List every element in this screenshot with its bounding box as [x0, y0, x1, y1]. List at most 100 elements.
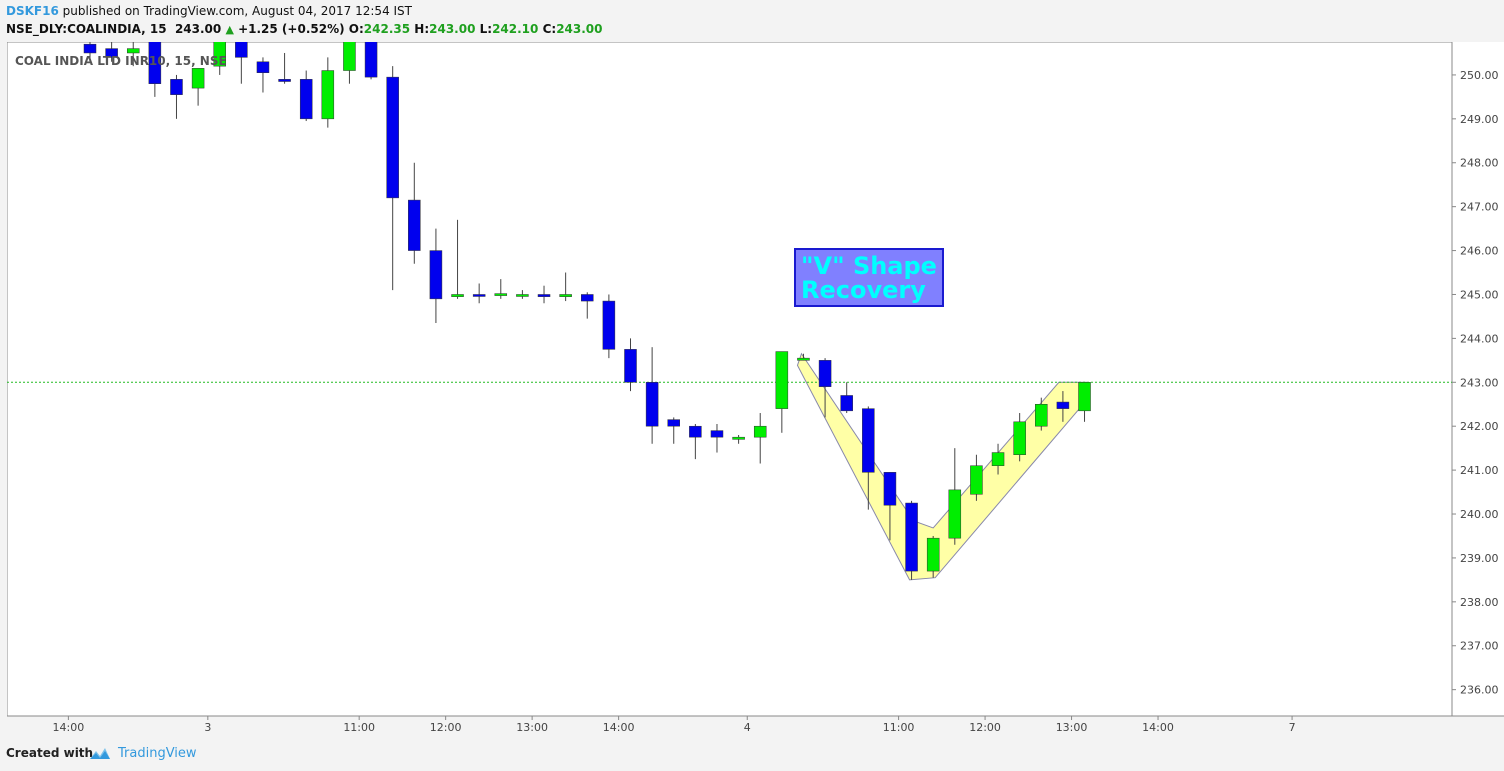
candle	[645, 347, 659, 444]
candle-body-up	[732, 436, 745, 440]
candle-body-down	[537, 294, 551, 297]
close-label: C:	[542, 22, 557, 36]
candle-body-up	[126, 48, 140, 54]
candle	[516, 290, 529, 299]
candle	[905, 500, 918, 580]
price-tick-label: 247.00	[1460, 201, 1499, 214]
candle-body-down	[105, 48, 118, 58]
time-tick-label: 13:00	[516, 721, 548, 734]
candle	[991, 443, 1005, 475]
price-tick-label: 237.00	[1460, 640, 1499, 653]
last-price: 243.00	[174, 22, 222, 36]
candle-body-down	[645, 382, 659, 427]
tradingview-brand[interactable]: TradingView	[118, 746, 197, 761]
candle-body-up	[1078, 382, 1091, 412]
price-tick-label: 243.00	[1460, 376, 1499, 389]
annotation-box[interactable]: "V" Shape Recovery	[794, 248, 944, 307]
open-value: 242.35	[363, 22, 411, 36]
symbol: NSE_DLY:COALINDIA, 15	[6, 22, 167, 36]
candle-body-up	[321, 70, 335, 120]
candle-body-down	[299, 79, 313, 120]
candle	[429, 228, 443, 324]
time-tick-label: 4	[744, 721, 751, 734]
candle	[862, 406, 875, 510]
up-triangle-icon: ▲	[225, 23, 234, 36]
close-value: 243.00	[556, 22, 603, 36]
candle-body-up	[191, 68, 205, 89]
price-tick-label: 244.00	[1460, 332, 1499, 345]
candle-body-down	[581, 294, 594, 302]
candle-body-down	[429, 250, 443, 300]
candle-body-down	[278, 79, 291, 82]
candle	[818, 358, 832, 418]
price-tick-label: 241.00	[1460, 464, 1499, 477]
candle-body-down	[235, 42, 248, 58]
open-label: O:	[348, 22, 364, 36]
low-label: L:	[479, 22, 493, 36]
price-tick-label: 250.00	[1460, 69, 1499, 82]
candlestick-chart[interactable]: 236.00 237.00 238.00 239.00 240.00 241.00 242.…	[6, 41, 1504, 736]
candle	[1078, 382, 1091, 422]
candle	[343, 42, 356, 84]
candle	[213, 42, 226, 75]
candle-body-up	[926, 537, 940, 572]
candle-body-down	[386, 76, 399, 199]
candle-body-down	[840, 395, 853, 412]
candle	[710, 424, 724, 453]
time-tick-label: 11:00	[343, 721, 375, 734]
candle-body-up	[797, 357, 810, 361]
candle-body-up	[494, 293, 508, 296]
time-tick-label: 12:00	[430, 721, 462, 734]
candle-body-down	[170, 79, 183, 95]
candle-body-up	[1013, 421, 1026, 455]
candle-body-down	[667, 419, 680, 427]
time-tick-label: 13:00	[1056, 721, 1088, 734]
candle	[948, 448, 962, 545]
candle	[732, 434, 745, 444]
time-tick-label: 14:00	[53, 721, 85, 734]
tradingview-logo-icon	[88, 744, 112, 767]
candle	[105, 42, 118, 62]
candle	[970, 454, 983, 501]
footer: Created with TradingView	[0, 740, 1504, 771]
candle-body-down	[83, 43, 97, 54]
candle	[451, 219, 464, 299]
price-tick-label: 249.00	[1460, 113, 1499, 126]
author-name[interactable]: DSKF16	[6, 4, 59, 18]
price-change: +1.25 (+0.52%)	[238, 22, 345, 36]
low-value: 242.10	[492, 22, 539, 36]
candle-body-down	[624, 349, 637, 383]
candle-body-up	[753, 425, 767, 438]
plot-background	[6, 41, 1453, 717]
candle	[170, 74, 183, 119]
candle-body-down	[408, 199, 421, 251]
price-tick-label: 248.00	[1460, 157, 1499, 170]
candle	[1056, 391, 1070, 422]
price-tick-label: 236.00	[1460, 684, 1499, 697]
time-tick-label: 7	[1289, 721, 1296, 734]
candle-body-down	[710, 430, 724, 438]
time-tick-label: 3	[204, 721, 211, 734]
candle	[1013, 413, 1026, 462]
candle-body-down	[818, 360, 832, 387]
candle-body-up	[559, 294, 572, 297]
chart-area[interactable]: 236.00 237.00 238.00 239.00 240.00 241.00 242.…	[6, 41, 1504, 736]
candles	[83, 42, 1091, 580]
candle-body-up	[1035, 403, 1048, 427]
candle	[840, 382, 853, 414]
time-tick-label: 14:00	[603, 721, 635, 734]
price-tick-label: 238.00	[1460, 596, 1499, 609]
symbol-line: NSE_DLY:COALINDIA, 15 243.00 ▲ +1.25 (+0…	[6, 20, 603, 39]
publish-line: DSKF16 published on TradingView.com, Aug…	[6, 2, 412, 20]
annotation-line-2: Recovery	[801, 276, 926, 304]
candle	[256, 57, 270, 93]
candle-body-up	[516, 294, 529, 297]
candle	[602, 294, 616, 359]
price-axis: 236.00 237.00 238.00 239.00 240.00 241.00 242.…	[1452, 69, 1499, 697]
candle-body-down	[364, 42, 378, 78]
price-tick-label: 240.00	[1460, 508, 1499, 521]
publish-info: published on TradingView.com, August 04,…	[62, 4, 412, 18]
candle-body-up	[991, 452, 1005, 466]
candle-body-down	[472, 294, 486, 297]
candle-body-down	[689, 425, 702, 438]
